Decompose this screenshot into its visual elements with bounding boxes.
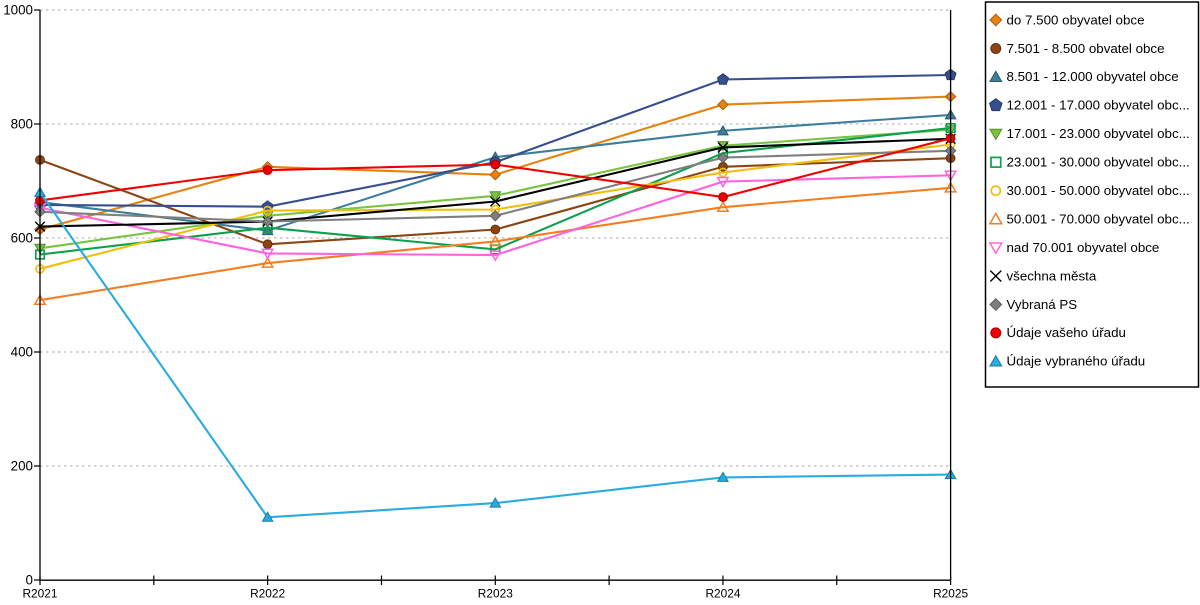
svg-text:Vybraná PS: Vybraná PS — [1007, 297, 1078, 312]
svg-text:30.001 - 50.000 obyvatel obc..: 30.001 - 50.000 obyvatel obc... — [1007, 183, 1190, 198]
svg-text:R2024: R2024 — [705, 587, 740, 601]
svg-text:23.001 - 30.000 obyvatel obc..: 23.001 - 30.000 obyvatel obc... — [1007, 155, 1190, 170]
svg-text:R2025: R2025 — [933, 587, 968, 601]
svg-text:do 7.500 obyvatel obce: do 7.500 obyvatel obce — [1007, 12, 1145, 27]
svg-text:R2021: R2021 — [22, 587, 57, 601]
svg-text:Údaje vašeho úřadu: Údaje vašeho úřadu — [1007, 325, 1126, 340]
svg-text:všechna města: všechna města — [1007, 268, 1097, 283]
svg-text:12.001 - 17.000 obyvatel obc..: 12.001 - 17.000 obyvatel obc... — [1007, 98, 1190, 113]
svg-text:800: 800 — [11, 117, 33, 132]
svg-text:200: 200 — [11, 459, 33, 474]
svg-text:400: 400 — [11, 345, 33, 360]
svg-text:1000: 1000 — [3, 3, 33, 18]
svg-text:600: 600 — [11, 231, 33, 246]
svg-text:17.001 - 23.000 obyvatel obc..: 17.001 - 23.000 obyvatel obc... — [1007, 126, 1190, 141]
svg-text:Údaje vybraného úřadu: Údaje vybraného úřadu — [1007, 354, 1146, 369]
svg-text:8.501 - 12.000 obyvatel obce: 8.501 - 12.000 obyvatel obce — [1007, 69, 1179, 84]
svg-text:R2022: R2022 — [250, 587, 285, 601]
svg-text:R2023: R2023 — [478, 587, 513, 601]
svg-text:nad 70.001 obyvatel obce: nad 70.001 obyvatel obce — [1007, 240, 1160, 255]
svg-text:7.501 - 8.500 obvatel obce: 7.501 - 8.500 obvatel obce — [1007, 41, 1165, 56]
svg-text:50.001 - 70.000 obyvatel obc..: 50.001 - 70.000 obyvatel obc... — [1007, 212, 1190, 227]
svg-text:0: 0 — [26, 573, 33, 588]
